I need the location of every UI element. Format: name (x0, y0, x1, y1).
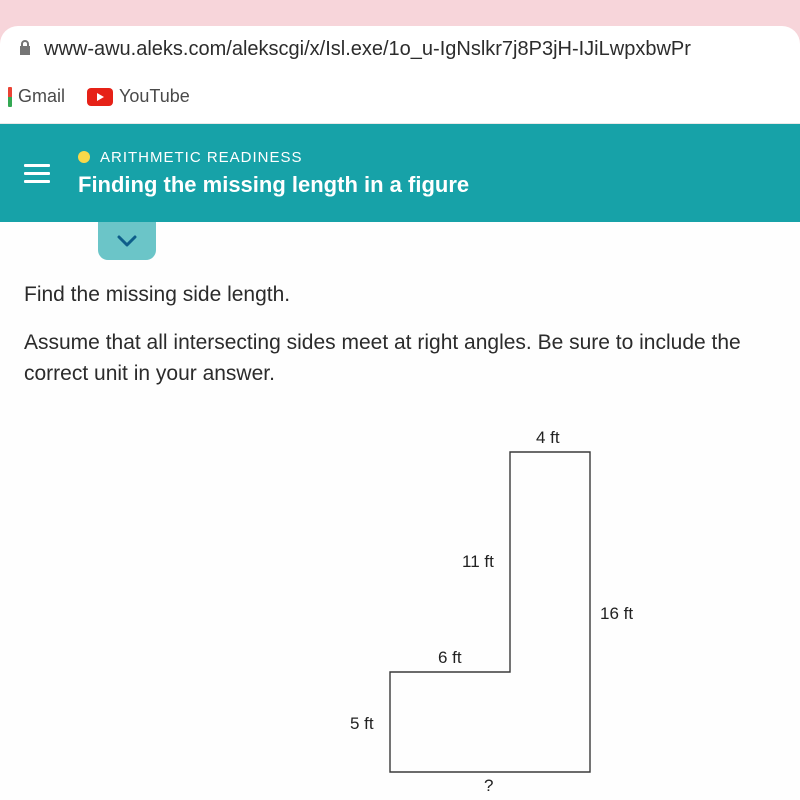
section-label: ARITHMETIC READINESS (78, 149, 469, 166)
bookmark-bar: Gmail YouTube (0, 72, 800, 124)
gmail-icon (8, 87, 12, 107)
label-right: 16 ft (600, 604, 633, 624)
label-bottom: ? (484, 776, 493, 796)
bookmark-label: Gmail (18, 86, 65, 107)
url-text: www-awu.aleks.com/alekscgi/x/Isl.exe/1o_… (44, 38, 691, 61)
lesson-title: Finding the missing length in a figure (78, 172, 469, 198)
browser-chrome-top (0, 0, 800, 26)
lock-icon (18, 40, 32, 59)
chevron-down-icon (117, 234, 137, 248)
label-inner-v: 11 ft (462, 552, 494, 572)
label-inner-h: 6 ft (438, 648, 462, 668)
bookmark-youtube[interactable]: YouTube (87, 86, 190, 107)
section-text: ARITHMETIC READINESS (100, 149, 303, 166)
figure: 4 ft 11 ft 16 ft 6 ft 5 ft ? (300, 432, 680, 792)
expand-tab[interactable] (98, 222, 156, 260)
menu-button[interactable] (24, 164, 50, 183)
label-left: 5 ft (350, 714, 374, 734)
figure-outline (390, 452, 590, 772)
youtube-icon (87, 88, 113, 106)
bookmark-gmail[interactable]: Gmail (8, 86, 65, 107)
status-dot-icon (78, 151, 90, 163)
prompt-line-1: Find the missing side length. (24, 280, 776, 310)
content-area: Find the missing side length. Assume tha… (0, 222, 800, 800)
lesson-header: ARITHMETIC READINESS Finding the missing… (0, 124, 800, 222)
label-top: 4 ft (536, 428, 560, 448)
bookmark-label: YouTube (119, 86, 190, 107)
url-bar[interactable]: www-awu.aleks.com/alekscgi/x/Isl.exe/1o_… (0, 26, 800, 72)
prompt-line-2: Assume that all intersecting sides meet … (24, 328, 776, 389)
